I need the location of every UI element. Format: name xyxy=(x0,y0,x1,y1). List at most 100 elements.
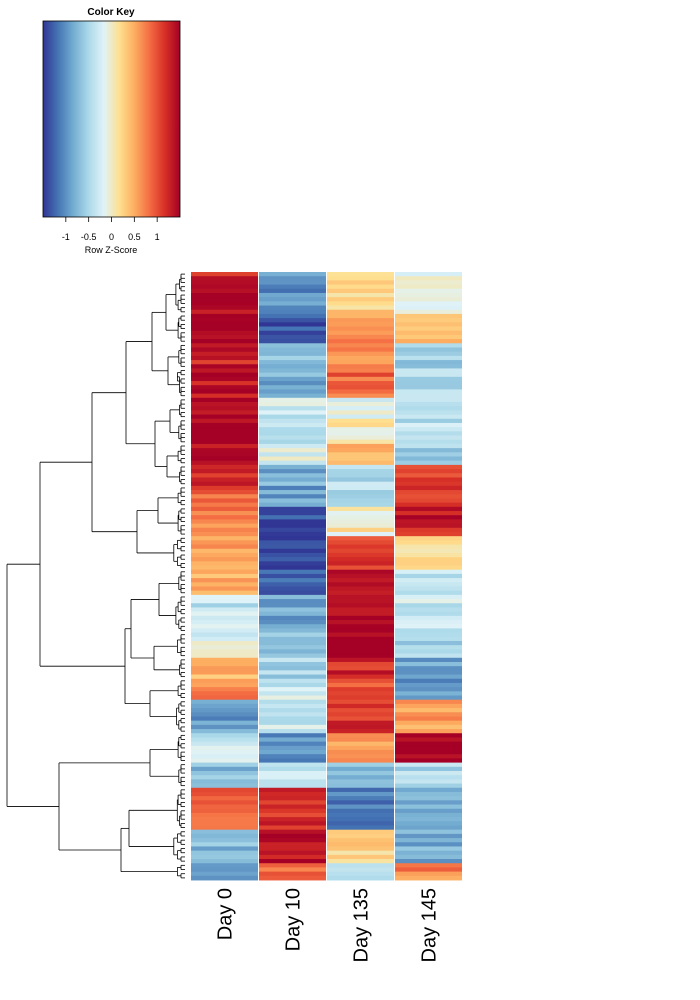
heatmap-cell xyxy=(191,360,258,365)
heatmap-cell xyxy=(327,355,394,361)
heatmap-cell xyxy=(259,376,326,382)
heatmap-cell xyxy=(259,393,326,399)
heatmap-cell xyxy=(259,628,326,634)
heatmap-cell xyxy=(327,519,394,525)
heatmap-cell xyxy=(191,682,258,688)
heatmap-cell xyxy=(395,817,462,822)
heatmap-cell xyxy=(259,565,326,571)
heatmap-cell xyxy=(191,531,258,537)
heatmap-cell xyxy=(395,297,462,302)
heatmap-cell xyxy=(327,561,394,566)
heatmap-cell xyxy=(327,565,394,571)
heatmap-cell xyxy=(259,661,326,667)
heatmap-cell xyxy=(259,284,326,290)
heatmap-cell xyxy=(327,305,394,311)
heatmap-cell xyxy=(327,481,394,487)
heatmap-cell xyxy=(327,531,394,537)
heatmap-cell xyxy=(327,770,394,776)
heatmap-cell xyxy=(259,502,326,508)
heatmap-cell xyxy=(395,313,462,319)
heatmap-cell xyxy=(191,427,258,432)
heatmap-cell xyxy=(395,867,462,873)
heatmap-cell xyxy=(327,272,394,277)
heatmap-cell xyxy=(191,632,258,638)
heatmap-cell xyxy=(327,443,394,449)
heatmap-cell xyxy=(395,812,462,818)
heatmap-cell xyxy=(395,318,462,323)
heatmap-cell xyxy=(395,502,462,508)
heatmap-cell xyxy=(259,360,326,365)
heatmap-cell xyxy=(191,699,258,705)
heatmap-cell xyxy=(327,875,394,881)
heatmap-cell xyxy=(259,527,326,533)
heatmap-column xyxy=(395,272,462,881)
heatmap-cell xyxy=(395,703,462,709)
heatmap-cell xyxy=(327,368,394,374)
heatmap-cell xyxy=(191,762,258,768)
heatmap-cell xyxy=(327,385,394,390)
heatmap-cell xyxy=(327,347,394,353)
heatmap-cell xyxy=(259,582,326,587)
heatmap-cell xyxy=(191,552,258,558)
heatmap-cell xyxy=(191,397,258,403)
heatmap-cell xyxy=(327,397,394,403)
heatmap-cell xyxy=(395,859,462,864)
heatmap-cell xyxy=(395,687,462,692)
heatmap-cell xyxy=(395,695,462,701)
heatmap-cell xyxy=(395,334,462,340)
heatmap-cell xyxy=(259,339,326,344)
heatmap-cell xyxy=(259,821,326,826)
heatmap-cell xyxy=(395,431,462,436)
heatmap-cell xyxy=(259,699,326,705)
heatmap-cell xyxy=(327,494,394,499)
heatmap-column xyxy=(259,272,326,881)
heatmap-column xyxy=(327,272,394,881)
heatmap-cell xyxy=(327,854,394,860)
heatmap-cell xyxy=(259,590,326,596)
heatmap-cell xyxy=(327,657,394,663)
heatmap-cell xyxy=(259,473,326,478)
heatmap-cell xyxy=(395,628,462,634)
heatmap-cell xyxy=(259,682,326,688)
heatmap-cell xyxy=(191,670,258,675)
heatmap-cell xyxy=(259,779,326,785)
heatmap-cell xyxy=(259,422,326,428)
heatmap-cell xyxy=(327,406,394,411)
heatmap-cell xyxy=(395,490,462,495)
heatmap-cell xyxy=(191,456,258,462)
heatmap-cell xyxy=(191,297,258,302)
heatmap-cell xyxy=(259,351,326,357)
heatmap-cell xyxy=(191,779,258,785)
heatmap-cell xyxy=(327,729,394,734)
heatmap-cell xyxy=(259,372,326,378)
heatmap-cell xyxy=(259,485,326,491)
heatmap-cell xyxy=(259,783,326,789)
heatmap-cell xyxy=(259,636,326,642)
heatmap-cell xyxy=(259,678,326,684)
heatmap-cell xyxy=(327,800,394,805)
heatmap-cell xyxy=(259,817,326,822)
heatmap-cell xyxy=(395,766,462,772)
heatmap-cell xyxy=(259,460,326,466)
heatmap-cell xyxy=(327,620,394,625)
heatmap-cell xyxy=(259,552,326,558)
heatmap-cell xyxy=(395,594,462,600)
heatmap-cell xyxy=(191,490,258,495)
heatmap-cell xyxy=(191,548,258,554)
heatmap-cell xyxy=(395,385,462,390)
heatmap-cell xyxy=(259,716,326,722)
heatmap-cell xyxy=(191,305,258,311)
heatmap-cell xyxy=(327,741,394,747)
heatmap-cell xyxy=(395,339,462,344)
heatmap-cell xyxy=(395,309,462,315)
heatmap-cell xyxy=(191,422,258,428)
heatmap-cell xyxy=(395,607,462,613)
heatmap-cell xyxy=(395,360,462,365)
heatmap-cell xyxy=(191,812,258,818)
heatmap-cell xyxy=(191,578,258,583)
heatmap-cell xyxy=(395,540,462,546)
heatmap-cell xyxy=(259,347,326,353)
heatmap-cell xyxy=(395,716,462,722)
heatmap-cell xyxy=(395,305,462,311)
heatmap-cell xyxy=(327,628,394,634)
